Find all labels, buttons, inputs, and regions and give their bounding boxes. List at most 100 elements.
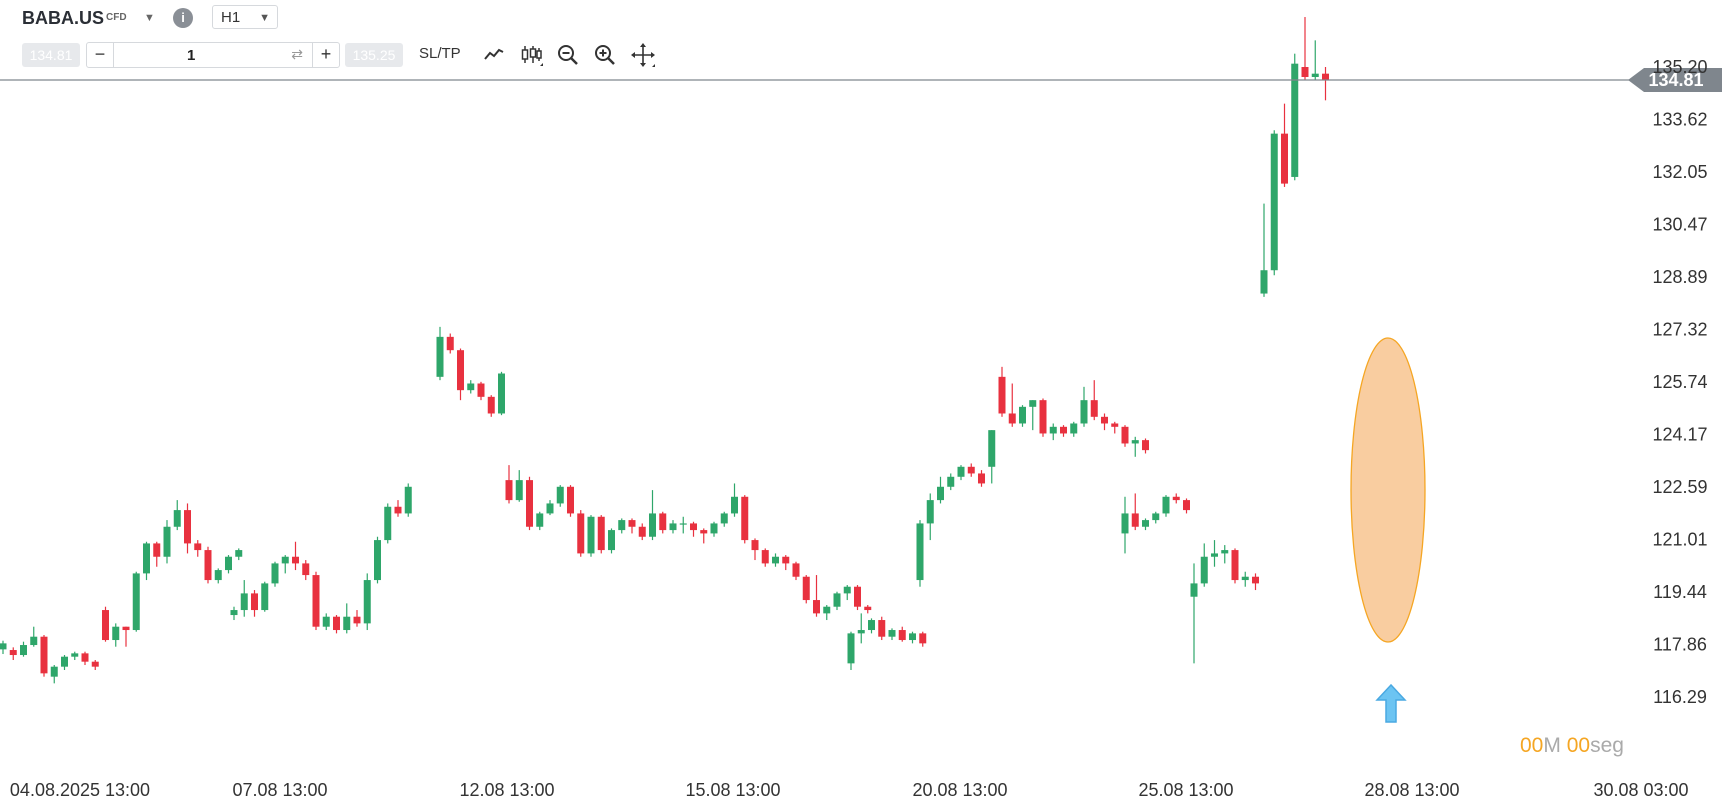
candle-body: [446, 336, 454, 351]
y-tick-label: 124.17: [1652, 424, 1707, 444]
candle: [857, 613, 865, 644]
zoom-in-icon[interactable]: [592, 42, 618, 68]
candle: [556, 485, 564, 507]
y-tick-label: 132.05: [1652, 162, 1707, 182]
chevron-down-icon[interactable]: ▼: [144, 12, 155, 24]
y-tick-label: 116.29: [1653, 687, 1707, 707]
candle-body: [546, 503, 554, 514]
candle-body: [71, 653, 79, 657]
buy-price-button[interactable]: 135.25: [345, 43, 403, 67]
candle: [526, 476, 533, 531]
candle: [446, 333, 454, 354]
candle: [498, 371, 505, 416]
candle: [741, 495, 749, 544]
candle: [1039, 398, 1047, 437]
increase-volume-button[interactable]: +: [312, 43, 339, 67]
sltp-button[interactable]: SL/TP: [419, 45, 461, 62]
zoom-out-icon[interactable]: [555, 42, 581, 68]
candle-body: [1190, 583, 1198, 597]
swap-icon[interactable]: ⇄: [291, 46, 303, 62]
symbol-name[interactable]: BABA.US: [22, 8, 105, 28]
candle-body: [102, 610, 109, 641]
candle-body: [526, 480, 533, 527]
candle-body: [700, 530, 708, 534]
candle: [436, 326, 444, 381]
candle: [1221, 545, 1229, 564]
volume-value[interactable]: 1: [187, 47, 196, 64]
countdown-seconds-label: seg: [1590, 734, 1624, 757]
candle: [173, 500, 181, 531]
candle: [163, 520, 171, 564]
candle: [302, 560, 310, 581]
candle-body: [292, 556, 299, 564]
x-tick-label: 20.08 13:00: [912, 780, 1007, 800]
candle-body: [1221, 550, 1229, 554]
candle-body: [1131, 440, 1139, 444]
candle-body: [919, 633, 927, 644]
candle: [1152, 511, 1160, 524]
candle-body: [556, 486, 564, 504]
candle: [0, 640, 7, 655]
candle-body: [1241, 576, 1249, 581]
candle: [1060, 425, 1067, 437]
candle: [457, 348, 464, 401]
current-price-tag: [1628, 67, 1722, 92]
candle-body: [1311, 73, 1319, 77]
candle-body: [782, 556, 790, 564]
candle-body: [1142, 520, 1149, 527]
candle-body: [20, 645, 27, 656]
line-chart-icon[interactable]: [481, 42, 507, 68]
move-icon[interactable]: [630, 42, 656, 68]
candle: [1311, 40, 1319, 81]
candle-body: [567, 486, 574, 514]
candle: [1291, 53, 1299, 181]
candle: [659, 511, 667, 534]
candle-body: [720, 513, 728, 524]
candle-body: [659, 513, 667, 531]
candle-body: [122, 626, 130, 631]
timeframe-value: H1: [221, 9, 241, 26]
x-axis: 04.08.2025 13:00 07.08 13:00 12.08 13:00 15…: [10, 780, 1689, 800]
candle: [731, 483, 738, 517]
candle: [864, 605, 872, 614]
candle-body: [9, 650, 17, 656]
candle-body: [163, 526, 171, 557]
decrease-volume-button[interactable]: −: [87, 43, 114, 67]
candle: [1231, 548, 1239, 584]
candle: [1029, 400, 1037, 431]
candle: [1252, 573, 1259, 591]
candle: [898, 626, 906, 642]
volume-stepper[interactable]: − 1 ⇄ +: [86, 42, 340, 68]
candle-body: [251, 593, 258, 611]
candle: [404, 483, 412, 517]
candle-body: [1060, 426, 1067, 434]
annotations-layer: 134.81: [0, 67, 1722, 723]
candle-body: [487, 396, 495, 414]
candle-body: [638, 526, 646, 537]
chevron-down-icon: ▼: [259, 12, 270, 24]
candle-body: [374, 540, 381, 581]
candle-body: [353, 616, 361, 624]
candle: [1049, 423, 1057, 441]
candle: [628, 518, 636, 534]
candle: [515, 470, 523, 502]
timeframe-select[interactable]: H1 ▼: [212, 5, 278, 29]
candle: [333, 615, 340, 634]
info-icon[interactable]: i: [173, 8, 193, 28]
x-tick-label: 04.08.2025 13:00: [10, 780, 150, 800]
candle-body: [608, 530, 615, 551]
candle: [102, 606, 109, 642]
candle: [823, 605, 831, 621]
sell-price-button[interactable]: 134.81: [22, 43, 80, 67]
candlestick-icon[interactable]: [518, 42, 544, 68]
candle-body: [731, 496, 738, 514]
candle: [878, 616, 886, 641]
candle-body: [868, 620, 875, 631]
candle: [184, 503, 191, 554]
candle-body: [878, 620, 886, 637]
candle-body: [505, 480, 513, 501]
candle-body: [823, 606, 831, 614]
candle: [1131, 436, 1139, 457]
candle-body: [710, 523, 718, 534]
